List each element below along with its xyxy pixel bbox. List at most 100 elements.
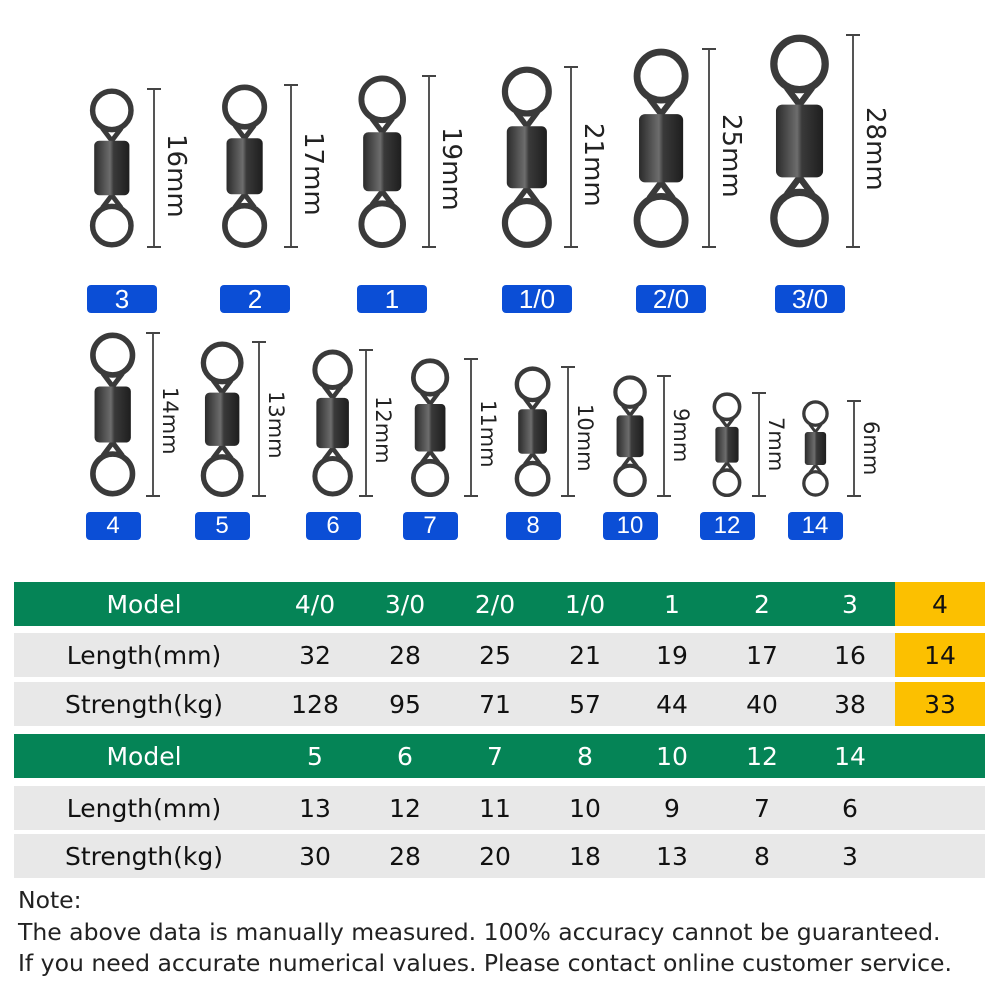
swivel-bottom-7	[798, 400, 833, 501]
note-line-2: If you need accurate numerical values. P…	[18, 949, 952, 977]
cell: 19	[656, 640, 688, 670]
cell: 10	[569, 793, 601, 823]
dimension-label: 21mm	[577, 122, 608, 207]
dimension-line	[561, 366, 575, 497]
cell: 5	[307, 741, 323, 771]
cell: 8	[754, 841, 770, 871]
swivel-top-2	[351, 75, 413, 253]
cell: 12	[746, 741, 778, 771]
cell: 2	[754, 589, 770, 619]
dimension-line	[564, 65, 578, 248]
cell: 3/0	[384, 589, 426, 619]
cell: 6	[842, 793, 858, 823]
swivel-image	[501, 66, 552, 248]
length-row: Length(mm) 13 12 11 10 9 7 6	[14, 786, 985, 830]
swivel-top-1	[215, 83, 274, 253]
cell: 32	[299, 640, 331, 670]
dimension-label: 10mm	[573, 404, 598, 472]
swivel-top-0	[83, 88, 141, 252]
row-label: Model	[106, 589, 182, 619]
cell: 6	[397, 741, 413, 771]
dimension-line	[284, 83, 298, 248]
cell: 11	[479, 793, 511, 823]
dimension-line	[464, 357, 478, 497]
note-line-1: The above data is manually measured. 100…	[18, 918, 941, 946]
row-label: Length(mm)	[66, 640, 222, 670]
cell: 4	[895, 582, 985, 626]
cell: 30	[299, 841, 331, 871]
model-tag: 2	[220, 285, 290, 313]
swivel-bottom-3	[405, 357, 455, 502]
row-label: Strength(kg)	[65, 841, 223, 871]
dimension-line	[846, 34, 860, 248]
cell: 71	[479, 689, 511, 719]
strength-row: Strength(kg) 30 28 20 18 13 8 3	[14, 834, 985, 878]
cell: 95	[389, 689, 421, 719]
cell: 3	[842, 589, 858, 619]
model-tag: 1	[357, 285, 427, 313]
dimension-label: 6mm	[859, 421, 884, 476]
cell: 40	[746, 689, 778, 719]
dimension-line	[422, 74, 436, 248]
swivel-bottom-2	[306, 349, 359, 501]
dimension-label: 19mm	[435, 127, 466, 212]
cell: 21	[569, 640, 601, 670]
swivel-image	[613, 374, 647, 497]
cell: 33	[895, 682, 985, 726]
cell: 1	[664, 589, 680, 619]
cell: 3	[842, 841, 858, 871]
cell: 38	[834, 689, 866, 719]
swivel-bottom-0	[83, 332, 142, 501]
dimension-label: 11mm	[476, 399, 501, 468]
dimension-line	[359, 349, 373, 497]
model-tag: 7	[402, 512, 458, 540]
cell: 13	[656, 841, 688, 871]
swivel-bottom-1	[194, 340, 250, 502]
model-tag: 3/0	[775, 285, 845, 313]
model-tag: 1/0	[502, 285, 572, 313]
dimension-label: 16mm	[160, 134, 191, 218]
dimension-label: 28mm	[859, 107, 890, 191]
swivel-image	[90, 332, 136, 497]
cell: 9	[664, 793, 680, 823]
dimension-label: 25mm	[715, 113, 746, 198]
strength-row: Strength(kg) 128 95 71 57 44 40 38 33	[14, 682, 985, 726]
cell: 7	[487, 741, 503, 771]
cell: 7	[754, 793, 770, 823]
swivel-top-3	[494, 66, 560, 253]
cell: 44	[656, 689, 688, 719]
swivel-top-4	[625, 48, 697, 253]
swivel-bottom-6	[708, 391, 746, 502]
cell: 2/0	[474, 589, 516, 619]
model-tag: 12	[699, 512, 755, 540]
dimension-label: 7mm	[764, 416, 789, 472]
dimension-label: 9mm	[669, 408, 694, 463]
cell: 20	[479, 841, 511, 871]
cell: 13	[299, 793, 331, 823]
swivel-image	[633, 48, 689, 248]
cell: 28	[389, 640, 421, 670]
cell: 57	[569, 689, 601, 719]
dimension-label: 12mm	[371, 395, 396, 464]
model-row: Model 4/0 3/0 2/0 1/0 1 2 3 4	[14, 582, 985, 626]
length-row: Length(mm) 32 28 25 21 19 17 16 14	[14, 633, 985, 677]
dimension-line	[147, 88, 161, 248]
model-row: Model 5 6 7 8 10 12 14	[14, 734, 985, 778]
cell: 8	[577, 741, 593, 771]
dimension-line	[146, 332, 160, 497]
model-tag: 14	[787, 512, 843, 540]
cell: 10	[656, 741, 688, 771]
swivel-image	[200, 340, 244, 497]
swivel-image	[358, 75, 406, 248]
swivel-bottom-5	[608, 374, 652, 502]
swivel-image	[770, 34, 830, 248]
model-tag: 2/0	[636, 285, 706, 313]
note-title: Note:	[18, 886, 82, 914]
cell: 28	[389, 841, 421, 871]
model-tag: 6	[305, 512, 361, 540]
swivel-image	[312, 349, 354, 497]
cell: 16	[834, 640, 866, 670]
cell: 18	[569, 841, 601, 871]
swivel-image	[410, 357, 450, 497]
dimension-label: 13mm	[264, 391, 289, 460]
